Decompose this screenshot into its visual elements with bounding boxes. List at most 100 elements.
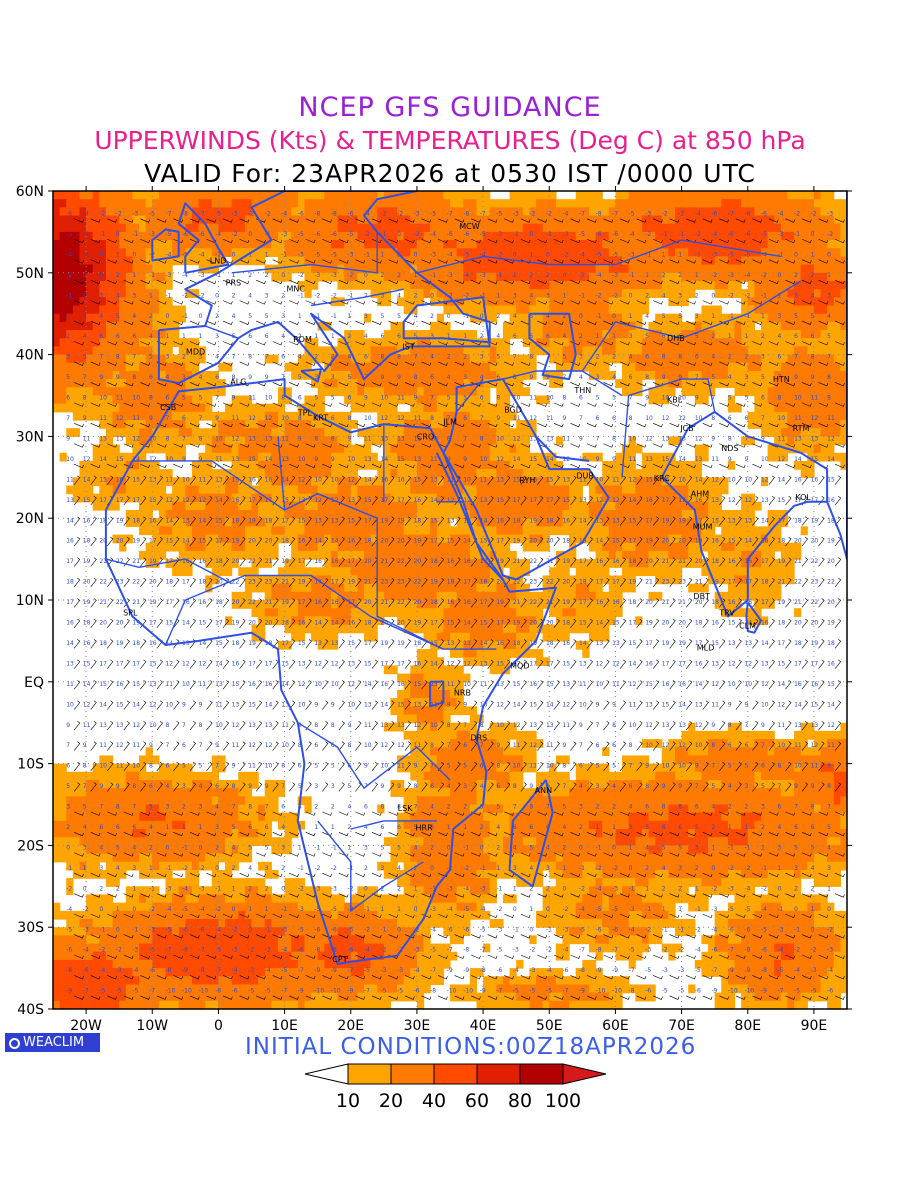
temperature-value: 15 [546, 476, 554, 483]
temperature-value: 15 [728, 538, 736, 545]
temperature-value: 12 [132, 435, 140, 442]
temperature-value: 9 [496, 415, 500, 422]
temperature-value: 6 [811, 333, 815, 340]
temperature-value: 17 [281, 640, 289, 647]
temperature-value: 18 [199, 579, 207, 586]
temperature-value: 13 [480, 497, 488, 504]
temperature-value: 4 [480, 374, 484, 381]
temperature-value: 0 [99, 251, 103, 258]
temperature-value: 15 [579, 620, 587, 627]
temperature-value: 12 [645, 435, 653, 442]
temperature-value: 20 [678, 538, 686, 545]
temperature-value: -1 [281, 251, 287, 258]
temperature-value: 16 [298, 538, 306, 545]
temperature-value: 15 [215, 640, 223, 647]
temperature-value: 8 [298, 415, 302, 422]
temperature-value: 12 [496, 456, 504, 463]
temperature-value: 17 [463, 579, 471, 586]
temperature-value: 7 [513, 354, 517, 361]
temperature-value: 21 [513, 558, 521, 565]
temperature-value: 10 [430, 435, 438, 442]
temperature-value: 6 [116, 333, 120, 340]
temperature-value: 20 [529, 538, 537, 545]
temperature-value: 15 [728, 620, 736, 627]
temperature-value: 0 [66, 313, 70, 320]
temperature-value: 5 [298, 374, 302, 381]
temperature-value: 6 [132, 333, 136, 340]
temperature-value: 5 [711, 374, 715, 381]
temperature-value: -5 [728, 251, 734, 258]
temperature-value: 2 [728, 354, 732, 361]
temperature-value: 1 [761, 313, 765, 320]
temperature-value: 13 [248, 435, 256, 442]
temperature-value: -4 [480, 251, 486, 258]
temperature-value: -5 [744, 251, 750, 258]
temperature-value: 18 [695, 620, 703, 627]
temperature-value: 19 [248, 640, 256, 647]
temperature-value: 6 [645, 354, 649, 361]
temperature-value: 6 [248, 333, 252, 340]
temperature-value: 7 [99, 354, 103, 361]
temperature-value: 21 [662, 558, 670, 565]
temperature-value: 20 [364, 599, 372, 606]
temperature-value: 8 [414, 374, 418, 381]
temperature-value: 18 [778, 538, 786, 545]
temperature-value: -4 [562, 211, 568, 218]
temperature-value: -2 [347, 272, 353, 279]
temperature-value: -2 [447, 292, 453, 299]
temperature-value: 14 [778, 476, 786, 483]
temperature-value: 0 [116, 231, 120, 238]
temperature-value: 19 [513, 620, 521, 627]
temperature-value: 13 [728, 517, 736, 524]
temperature-value: 10 [496, 435, 504, 442]
temperature-value: 17 [480, 599, 488, 606]
temperature-value: 17 [215, 620, 223, 627]
temperature-value: -4 [579, 251, 585, 258]
temperature-value: 2 [397, 272, 401, 279]
temperature-value: 4 [116, 292, 120, 299]
temperature-value: 5 [83, 354, 87, 361]
temperature-value: 19 [662, 517, 670, 524]
temperature-value: 11 [414, 415, 422, 422]
temperature-value: 9 [811, 374, 815, 381]
temperature-value: 10 [645, 415, 653, 422]
temperature-value: 3 [778, 313, 782, 320]
temperature-value: 20 [529, 620, 537, 627]
temperature-value: 17 [397, 497, 405, 504]
temperature-value: 15 [248, 456, 256, 463]
temperature-value: 4 [232, 313, 236, 320]
temperature-value: 19 [248, 517, 256, 524]
temperature-value: 10 [165, 456, 173, 463]
temperature-value: -5 [66, 231, 72, 238]
temperature-value: 7 [695, 374, 699, 381]
temperature-value: -2 [662, 211, 668, 218]
temperature-value: 15 [496, 497, 504, 504]
temperature-value: 1 [463, 333, 467, 340]
temperature-value: 18 [83, 538, 91, 545]
temperature-value: 17 [529, 497, 537, 504]
temperature-value: -5 [182, 251, 188, 258]
temperature-value: 20 [397, 620, 405, 627]
temperature-value: 10 [381, 395, 389, 402]
temperature-value: 2 [66, 333, 70, 340]
temperature-value: 7 [281, 374, 285, 381]
temperature-value: 14 [182, 538, 190, 545]
temperature-value: 14 [430, 497, 438, 504]
temperature-value: 15 [298, 640, 306, 647]
temperature-value: 7 [132, 354, 136, 361]
temperature-value: 9 [364, 395, 368, 402]
temperature-value: 10 [513, 395, 521, 402]
temperature-value: 22 [811, 558, 819, 565]
temperature-value: 8 [711, 415, 715, 422]
temperature-value: 1 [827, 272, 831, 279]
temperature-value: 5 [596, 395, 600, 402]
temperature-value: -4 [695, 211, 701, 218]
temperature-value: 20 [215, 579, 223, 586]
temperature-value: 22 [529, 558, 537, 565]
temperature-value: 16 [347, 620, 355, 627]
temperature-value: -4 [83, 211, 89, 218]
temperature-value: 3 [99, 292, 103, 299]
temperature-value: 8 [529, 354, 533, 361]
temperature-value: -4 [761, 251, 767, 258]
